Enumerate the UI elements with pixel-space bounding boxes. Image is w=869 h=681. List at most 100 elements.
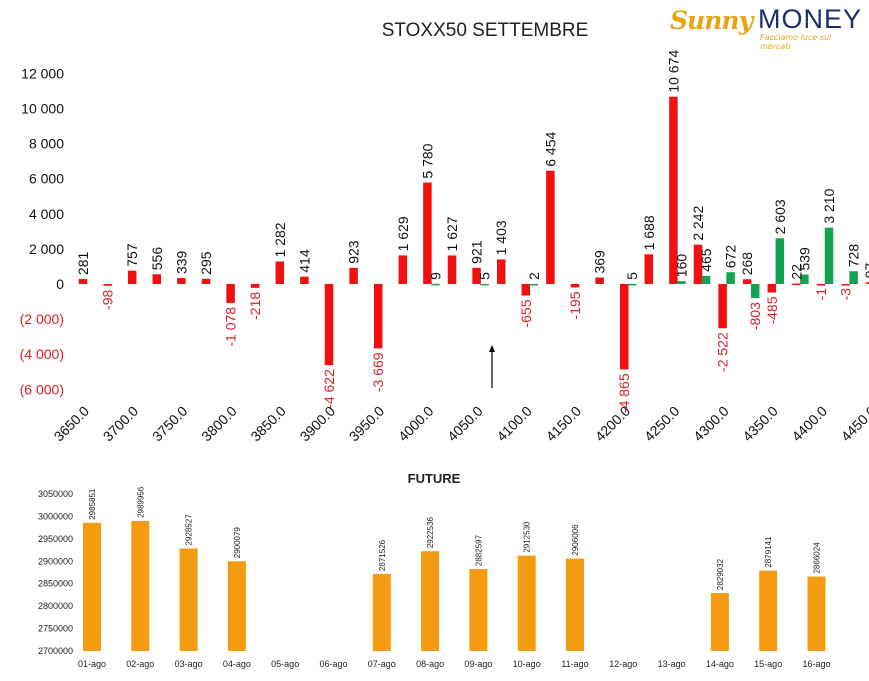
future-x-tick: 15-ago	[754, 659, 782, 669]
bar-green	[480, 283, 489, 286]
x-tick-label: 3850.0	[247, 403, 289, 445]
future-title: FUTURE	[408, 471, 461, 486]
bar-red	[669, 96, 678, 285]
data-label: -2 522	[715, 332, 731, 372]
y-tick-label: 10 000	[21, 101, 64, 117]
data-label: 369	[592, 250, 608, 274]
future-bar	[566, 558, 584, 651]
bar-green	[627, 283, 637, 286]
data-label: 295	[198, 251, 214, 275]
bar-red	[423, 182, 432, 284]
bar-green	[849, 271, 858, 284]
future-data-label: 2985851	[88, 488, 97, 520]
data-label: 97	[862, 263, 869, 279]
sunnymoney-logo: Sunny MONEY Facciamo luce sui mercati	[668, 4, 864, 51]
y-tick-label: 0	[56, 276, 64, 292]
data-label: 465	[698, 248, 714, 272]
bar-red	[201, 278, 211, 284]
future-bar	[421, 551, 440, 651]
arrow-annotation	[489, 345, 495, 388]
data-label: -3 669	[370, 352, 386, 392]
bar-red	[472, 267, 481, 284]
future-y-tick: 2800000	[38, 601, 73, 611]
x-tick-label: 4450.0	[838, 403, 869, 445]
future-x-tick: 16-ago	[802, 659, 830, 669]
data-label: 757	[124, 243, 140, 267]
future-bar	[227, 561, 246, 651]
bar-red	[718, 284, 727, 329]
data-label: 9	[427, 272, 443, 280]
data-label: 2 242	[690, 205, 706, 240]
x-tick-label: 3900.0	[297, 403, 339, 445]
future-data-label: 2829032	[716, 558, 725, 590]
data-label: 3 210	[821, 188, 837, 223]
bar-green	[800, 274, 809, 284]
data-label: 10 674	[665, 50, 681, 93]
y-tick-label: (2 000)	[20, 311, 64, 327]
future-bar	[83, 522, 101, 651]
future-y-tick: 2850000	[38, 579, 73, 589]
data-label: 1 282	[272, 222, 288, 257]
future-bar	[131, 520, 150, 651]
x-tick-label: 4100.0	[493, 403, 535, 445]
bar-green	[677, 281, 686, 284]
data-label: 268	[739, 252, 755, 276]
bar-green	[701, 275, 711, 284]
data-label: -4 622	[321, 369, 337, 409]
future-data-label: 2866024	[813, 542, 822, 574]
future-x-tick: 04-ago	[223, 659, 251, 669]
future-x-tick: 14-ago	[706, 659, 734, 669]
bar-green	[775, 238, 785, 284]
future-data-label: 2900079	[233, 527, 242, 559]
future-x-tick: 03-ago	[175, 659, 203, 669]
data-label: 1 627	[444, 216, 460, 251]
future-y-tick: 3000000	[38, 511, 73, 521]
data-label: -4 865	[616, 373, 632, 413]
bar-red	[865, 282, 869, 284]
bar-red	[644, 254, 654, 284]
data-label: 923	[346, 240, 362, 264]
data-label: -218	[247, 292, 263, 320]
bar-red	[595, 277, 604, 284]
data-label: 672	[723, 245, 739, 269]
future-x-tick: 07-ago	[368, 659, 396, 669]
bar-red	[177, 278, 186, 284]
data-label: 2 603	[772, 199, 788, 234]
bar-green	[750, 284, 760, 299]
bar-red	[152, 274, 162, 284]
future-x-tick: 05-ago	[271, 659, 299, 669]
bar-red	[226, 284, 235, 303]
future-chart: FUTURE 3050000 3000000 2950000 2900000 28500…	[38, 471, 831, 669]
future-data-label: 2912530	[523, 521, 532, 553]
bar-red	[570, 284, 580, 288]
future-x-tick: 12-ago	[609, 659, 637, 669]
future-data-label: 2906006	[571, 524, 580, 556]
y-tick-label: 6 000	[29, 171, 64, 187]
future-y-tick: 2700000	[38, 646, 73, 656]
data-label: -195	[567, 291, 583, 319]
bar-red	[300, 276, 309, 284]
x-tick-label: 4400.0	[789, 403, 831, 445]
data-label: 539	[796, 247, 812, 271]
bar-green	[824, 227, 834, 284]
future-bar	[759, 570, 778, 651]
y-tick-label: 8 000	[29, 136, 64, 152]
x-tick-label: 3750.0	[149, 403, 191, 445]
logo-tagline: Facciamo luce sui mercati	[760, 33, 832, 51]
logo-sunny-text: Sunny	[670, 6, 753, 35]
future-x-tick: 01-ago	[78, 659, 106, 669]
bar-red	[373, 284, 383, 349]
future-data-label: 2928527	[185, 514, 194, 546]
data-label: 339	[173, 250, 189, 274]
bar-red	[447, 255, 457, 284]
bar-red	[275, 261, 285, 284]
data-label: -3	[838, 288, 854, 301]
future-bar	[807, 576, 826, 651]
bar-green	[529, 283, 539, 286]
future-bar	[469, 569, 488, 651]
data-label: -485	[764, 296, 780, 324]
data-label: -655	[518, 299, 534, 327]
bar-green	[431, 283, 440, 286]
bar-red	[693, 244, 703, 284]
future-x-tick: 08-ago	[416, 659, 444, 669]
